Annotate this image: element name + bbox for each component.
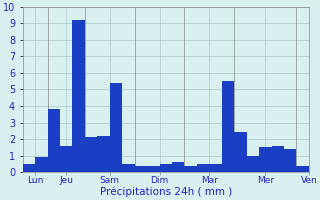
Bar [296, 166, 309, 172]
Bar [60, 146, 72, 172]
Bar [284, 149, 296, 172]
Bar [184, 166, 197, 172]
Bar [110, 83, 122, 172]
Bar [135, 166, 147, 172]
Bar [222, 81, 234, 172]
Bar [197, 164, 209, 172]
Bar [271, 146, 284, 172]
Bar [147, 166, 160, 172]
Bar [97, 136, 110, 172]
Bar [259, 147, 271, 172]
Bar [234, 132, 247, 172]
Bar [48, 109, 60, 172]
Bar [172, 162, 184, 172]
Bar [122, 164, 135, 172]
Bar [72, 20, 85, 172]
Bar [209, 164, 222, 172]
Bar [85, 137, 97, 172]
Bar [23, 164, 35, 172]
Bar [35, 157, 48, 172]
Bar [247, 156, 259, 172]
Bar [160, 164, 172, 172]
X-axis label: Précipitations 24h ( mm ): Précipitations 24h ( mm ) [100, 187, 232, 197]
